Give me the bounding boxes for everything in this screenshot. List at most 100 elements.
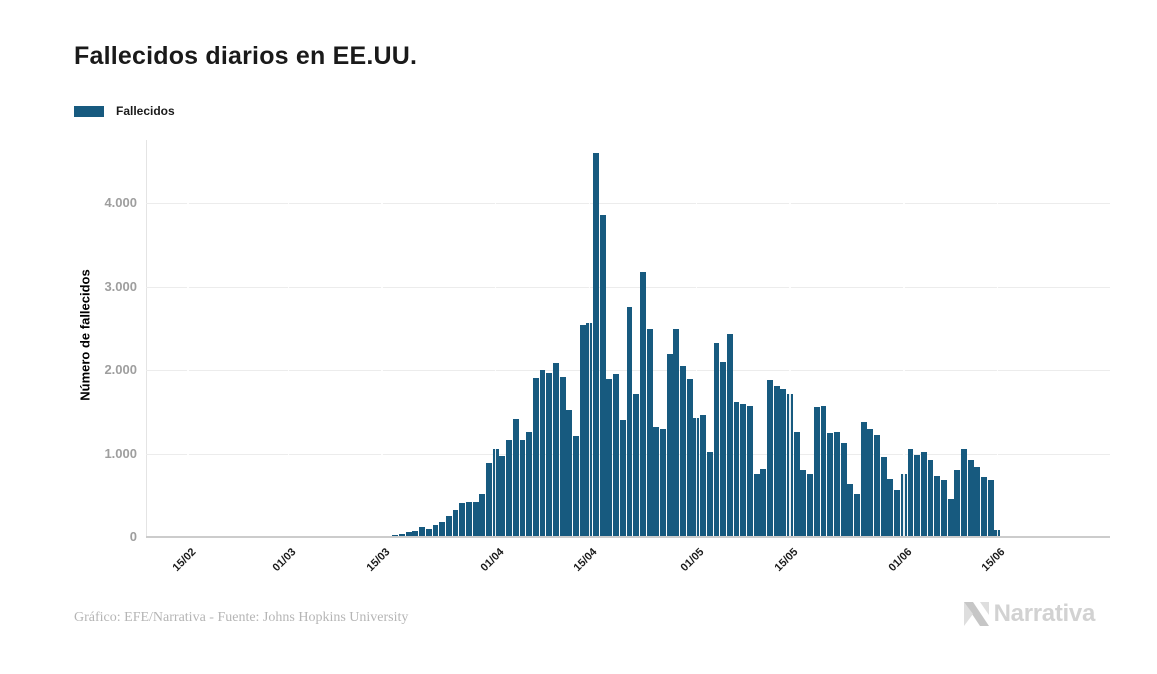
- bar[interactable]: [673, 328, 680, 537]
- bar[interactable]: [459, 503, 466, 537]
- bar[interactable]: [854, 493, 860, 537]
- bar[interactable]: [860, 421, 867, 537]
- bar[interactable]: [626, 306, 633, 537]
- x-tick-label: 15/05: [772, 546, 801, 574]
- bar[interactable]: [720, 361, 727, 537]
- bar[interactable]: [706, 451, 713, 537]
- bar[interactable]: [439, 521, 446, 537]
- bar[interactable]: [920, 451, 927, 537]
- gridline: [146, 203, 1110, 205]
- bar[interactable]: [432, 524, 439, 537]
- x-tick-label: 01/05: [678, 546, 707, 574]
- bar[interactable]: [740, 403, 747, 537]
- bar[interactable]: [653, 426, 660, 537]
- bar[interactable]: [967, 460, 974, 537]
- bar[interactable]: [399, 533, 405, 537]
- bar[interactable]: [680, 366, 686, 537]
- bar[interactable]: [686, 379, 693, 537]
- bar[interactable]: [753, 473, 760, 537]
- plot-area: [146, 140, 1110, 538]
- bar[interactable]: [880, 456, 887, 537]
- bar[interactable]: [573, 436, 579, 537]
- bar[interactable]: [559, 376, 566, 537]
- bar[interactable]: [599, 215, 606, 537]
- bar[interactable]: [981, 476, 987, 537]
- bar[interactable]: [606, 379, 613, 537]
- bar[interactable]: [546, 372, 553, 537]
- bar[interactable]: [486, 462, 492, 537]
- y-tick-label: 1.000: [104, 445, 137, 461]
- bar[interactable]: [613, 373, 620, 537]
- x-axis-line: [146, 536, 1110, 538]
- bar[interactable]: [639, 271, 646, 537]
- bar[interactable]: [700, 415, 707, 537]
- bar[interactable]: [726, 333, 733, 537]
- bar[interactable]: [807, 473, 814, 537]
- bar[interactable]: [659, 429, 666, 537]
- y-tick-label: 4.000: [104, 195, 137, 211]
- bar[interactable]: [833, 431, 840, 537]
- bar[interactable]: [593, 153, 599, 537]
- bar[interactable]: [954, 470, 961, 537]
- y-tick-label: 3.000: [104, 278, 137, 294]
- bar[interactable]: [894, 490, 901, 537]
- tick-separator: [996, 140, 999, 537]
- bar[interactable]: [733, 401, 740, 537]
- bar[interactable]: [907, 448, 914, 537]
- bar[interactable]: [579, 325, 586, 537]
- bar[interactable]: [452, 509, 459, 537]
- bar[interactable]: [633, 393, 640, 537]
- bar[interactable]: [465, 501, 472, 537]
- bar[interactable]: [445, 516, 452, 537]
- bar[interactable]: [800, 470, 807, 537]
- bar[interactable]: [760, 468, 767, 537]
- narrativa-logo: Narrativa: [963, 600, 1095, 628]
- bar[interactable]: [479, 494, 486, 537]
- bar[interactable]: [974, 466, 981, 537]
- bar[interactable]: [666, 353, 673, 537]
- bar[interactable]: [419, 527, 426, 537]
- bar[interactable]: [813, 406, 820, 537]
- bar[interactable]: [532, 377, 539, 537]
- x-tick-label: 01/06: [886, 546, 915, 574]
- bar[interactable]: [405, 532, 412, 537]
- bar[interactable]: [519, 439, 526, 537]
- bar[interactable]: [927, 460, 934, 537]
- gridline: [146, 286, 1110, 288]
- bar[interactable]: [506, 439, 512, 537]
- tick-separator: [381, 140, 383, 537]
- bar[interactable]: [914, 455, 921, 537]
- bar[interactable]: [793, 431, 800, 537]
- bar[interactable]: [646, 329, 653, 537]
- bar[interactable]: [961, 448, 967, 537]
- legend-item-fallecidos[interactable]: Fallecidos: [74, 104, 175, 118]
- bar[interactable]: [847, 483, 854, 537]
- bar[interactable]: [767, 380, 773, 537]
- bar[interactable]: [552, 362, 559, 537]
- y-tick-label: 2.000: [104, 362, 137, 378]
- bar[interactable]: [412, 531, 419, 537]
- bar[interactable]: [746, 406, 753, 537]
- bar[interactable]: [619, 420, 626, 537]
- bar[interactable]: [526, 432, 533, 537]
- bar[interactable]: [827, 432, 834, 537]
- bar[interactable]: [840, 442, 847, 537]
- bar[interactable]: [773, 386, 780, 537]
- bar[interactable]: [472, 502, 479, 537]
- bar[interactable]: [499, 456, 506, 537]
- bar[interactable]: [539, 370, 546, 537]
- x-tick-label: 01/03: [270, 546, 299, 574]
- bar[interactable]: [934, 476, 941, 537]
- bar[interactable]: [566, 410, 573, 537]
- bar[interactable]: [425, 529, 432, 537]
- bar[interactable]: [940, 480, 947, 537]
- bar[interactable]: [512, 419, 519, 537]
- bar[interactable]: [820, 406, 827, 537]
- bar[interactable]: [947, 499, 954, 537]
- bar[interactable]: [780, 389, 787, 537]
- bar[interactable]: [887, 479, 894, 537]
- bar[interactable]: [867, 429, 874, 537]
- bar[interactable]: [987, 480, 994, 537]
- bar[interactable]: [713, 342, 720, 537]
- bar[interactable]: [874, 435, 880, 537]
